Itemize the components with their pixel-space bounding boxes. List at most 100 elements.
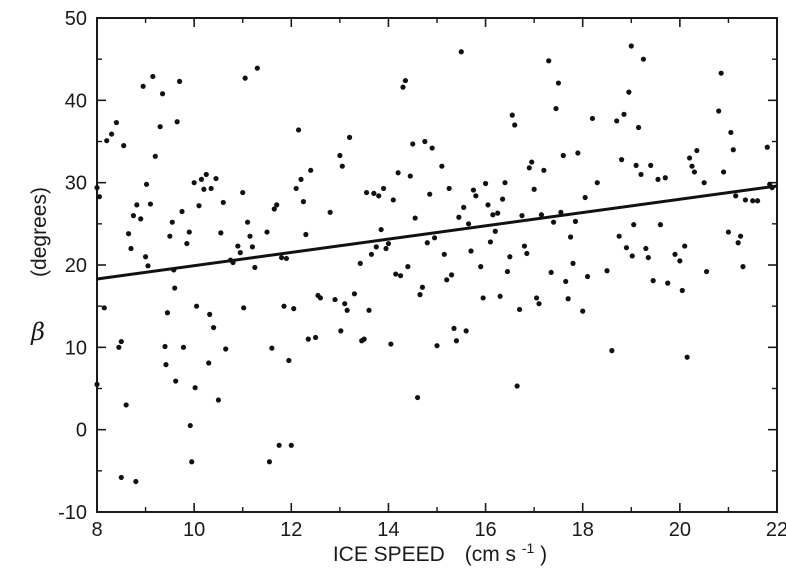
data-point: [191, 180, 197, 186]
x-axis-unit-prefix: (cm s: [465, 543, 516, 566]
data-point: [366, 307, 372, 313]
data-point: [635, 124, 642, 131]
data-point: [444, 277, 450, 283]
data-point: [342, 301, 348, 307]
data-point: [368, 251, 375, 257]
data-point: [288, 442, 294, 448]
data-point: [167, 233, 173, 239]
data-point: [189, 459, 195, 465]
data-point: [512, 122, 518, 128]
data-point: [346, 134, 353, 140]
data-point: [152, 153, 158, 159]
data-point: [502, 180, 508, 186]
x-tick-label: 10: [183, 519, 205, 541]
data-point: [580, 308, 586, 314]
data-point: [138, 216, 144, 222]
data-point: [682, 243, 688, 249]
data-point: [286, 357, 292, 364]
data-point: [628, 43, 634, 49]
data-point: [716, 108, 722, 114]
data-point: [650, 278, 656, 284]
y-tick-label: 20: [65, 255, 87, 277]
data-point: [616, 233, 622, 239]
data-point: [295, 127, 302, 133]
data-point: [174, 119, 180, 125]
data-point: [357, 260, 363, 266]
x-tick-label: 20: [669, 519, 691, 541]
data-point: [677, 258, 683, 264]
data-point: [519, 213, 525, 219]
data-point: [143, 181, 150, 187]
data-point: [679, 287, 685, 294]
data-point: [162, 343, 168, 350]
data-point: [468, 248, 474, 254]
data-point: [271, 206, 277, 212]
data-point: [186, 229, 192, 235]
data-point: [192, 385, 198, 391]
tick-labels: 8 10 12 14 16 18 20 22 -10 0 10 20 30 40 50: [58, 8, 786, 541]
data-point: [453, 338, 460, 344]
data-point: [541, 167, 547, 173]
data-point: [402, 77, 409, 84]
data-point: [689, 163, 695, 169]
data-point: [118, 474, 124, 481]
data-point: [147, 201, 154, 207]
data-point: [94, 381, 100, 387]
data-point: [338, 328, 344, 334]
data-point: [497, 293, 503, 299]
data-point: [565, 296, 571, 302]
data-point: [293, 185, 299, 192]
data-point: [718, 70, 724, 76]
data-point: [213, 175, 219, 182]
x-axis-unit-suffix: ): [540, 543, 547, 566]
data-point: [434, 343, 440, 349]
y-axis-title: β (degrees): [28, 187, 51, 346]
data-point: [133, 478, 139, 485]
data-point: [266, 459, 273, 465]
data-point: [94, 185, 100, 191]
data-point: [207, 311, 213, 317]
x-tick-label: 16: [474, 519, 496, 541]
data-point: [665, 280, 671, 286]
data-point: [281, 303, 287, 309]
y-tick-label: 40: [65, 90, 87, 112]
data-point: [487, 239, 494, 245]
data-point: [337, 152, 343, 159]
data-point: [645, 254, 651, 261]
data-point: [150, 73, 156, 80]
data-point: [157, 124, 163, 130]
data-point: [206, 360, 212, 366]
data-point: [524, 250, 530, 257]
data-point: [446, 185, 452, 192]
data-point: [448, 272, 455, 278]
data-point: [728, 129, 734, 136]
x-tick-label: 14: [377, 519, 399, 541]
data-point: [169, 219, 175, 225]
data-point: [495, 210, 501, 216]
data-point: [563, 278, 569, 285]
data-point: [298, 176, 304, 182]
data-point: [594, 180, 600, 186]
data-point: [504, 268, 511, 275]
data-point: [163, 362, 169, 368]
data-point: [101, 305, 107, 311]
data-point: [254, 65, 260, 71]
x-tick-label: 18: [572, 519, 594, 541]
data-point: [638, 171, 644, 178]
data-point: [550, 219, 557, 225]
data-point: [145, 263, 151, 269]
data-point: [383, 245, 389, 252]
data-point: [121, 143, 127, 149]
y-tick-label: 30: [65, 173, 87, 195]
data-point: [429, 145, 435, 151]
data-point: [614, 118, 620, 124]
data-point: [378, 226, 384, 233]
data-point: [172, 285, 178, 291]
data-point: [640, 56, 647, 62]
y-tick-label: 10: [65, 337, 87, 359]
data-point: [485, 202, 491, 208]
data-point: [104, 138, 110, 144]
data-point: [130, 213, 137, 219]
trend-line-group: [96, 184, 778, 281]
